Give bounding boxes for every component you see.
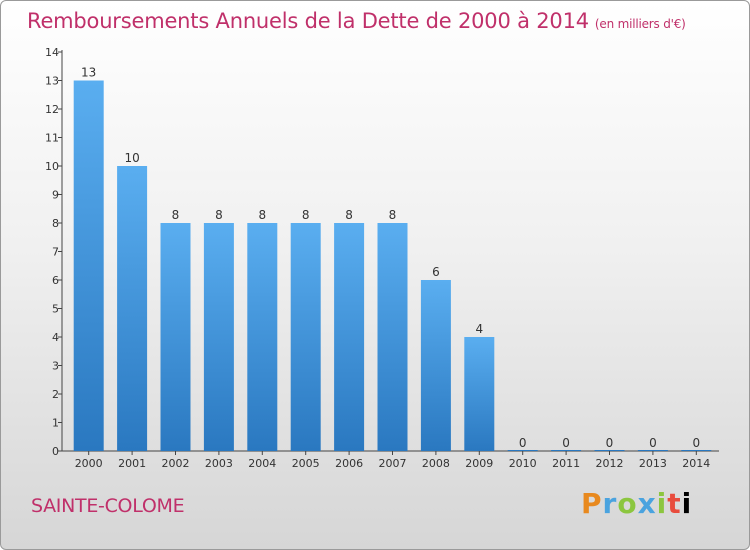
data-label: 8 [172, 208, 180, 222]
logo-letter: r [602, 487, 618, 520]
x-tick-label: 2006 [335, 457, 363, 470]
y-tick-label: 13 [45, 75, 59, 88]
x-tick-label: 2003 [205, 457, 233, 470]
bar-2010 [507, 450, 538, 451]
data-label: 8 [258, 208, 266, 222]
data-label: 4 [475, 322, 483, 336]
y-tick-label: 2 [52, 388, 59, 401]
bar-2007 [377, 223, 408, 451]
data-label: 0 [692, 436, 700, 450]
data-label: 8 [302, 208, 310, 222]
x-tick-label: 2009 [465, 457, 493, 470]
y-tick-label: 12 [45, 103, 59, 116]
chart-title: Remboursements Annuels de la Dette de 20… [27, 9, 686, 33]
bar-2012 [594, 450, 625, 451]
y-tick-label: 14 [45, 46, 59, 59]
y-tick-label: 6 [52, 274, 59, 287]
y-tick-label: 10 [45, 160, 59, 173]
logo-letter: x [637, 487, 657, 520]
bar-2005 [290, 223, 321, 451]
data-label: 8 [215, 208, 223, 222]
bar-2011 [551, 450, 582, 451]
y-tick-label: 5 [52, 303, 59, 316]
x-tick-label: 2007 [379, 457, 407, 470]
logo-letter: t [667, 487, 682, 520]
bar-2013 [637, 450, 668, 451]
x-tick-label: 2005 [292, 457, 320, 470]
x-tick-label: 2000 [75, 457, 103, 470]
bar-2003 [203, 223, 234, 451]
logo-letter: i [656, 487, 668, 520]
bar-2002 [160, 223, 191, 451]
x-tick-label: 2013 [639, 457, 667, 470]
logo-letter: i [681, 487, 693, 520]
logo-letter: o [617, 487, 638, 520]
chart-bars [73, 80, 712, 451]
data-label: 0 [562, 436, 570, 450]
bar-2014 [681, 450, 712, 451]
y-tick-label: 7 [52, 246, 59, 259]
chart-labels: 2000 13 2001 10 2002 8 2003 8 2004 8 2005 8 2006 8 200… [75, 66, 711, 471]
x-tick-label: 2012 [596, 457, 624, 470]
data-label: 0 [606, 436, 614, 450]
data-label: 6 [432, 265, 440, 279]
data-label: 8 [345, 208, 353, 222]
y-tick-label: 4 [52, 331, 59, 344]
x-tick-label: 2004 [248, 457, 276, 470]
bar-2004 [247, 223, 278, 451]
commune-name: SAINTE-COLOME [31, 495, 185, 517]
proxiti-logo: Proxiti [581, 487, 692, 520]
y-tick-label: 3 [52, 360, 59, 373]
data-label: 8 [389, 208, 397, 222]
y-tick-label: 0 [52, 445, 59, 458]
logo-letter: P [581, 487, 603, 520]
data-label: 0 [649, 436, 657, 450]
x-tick-label: 2002 [162, 457, 190, 470]
data-label: 10 [124, 151, 139, 165]
chart-title-main: Remboursements Annuels de la Dette de 20… [27, 9, 589, 33]
bar-2000 [73, 80, 104, 451]
y-tick-label: 8 [52, 217, 59, 230]
x-tick-label: 2001 [118, 457, 146, 470]
x-tick-label: 2011 [552, 457, 580, 470]
y-tick-label: 1 [52, 417, 59, 430]
y-tick-label: 9 [52, 189, 59, 202]
data-label: 13 [81, 66, 96, 80]
x-tick-label: 2008 [422, 457, 450, 470]
bar-2009 [464, 337, 495, 451]
chart-subtitle: (en milliers d'€) [594, 17, 686, 31]
x-tick-label: 2010 [509, 457, 537, 470]
y-tick-label: 11 [45, 132, 59, 145]
x-tick-label: 2014 [682, 457, 710, 470]
bar-2006 [334, 223, 365, 451]
bar-2008 [420, 280, 451, 451]
bar-2001 [117, 166, 148, 451]
data-label: 0 [519, 436, 527, 450]
